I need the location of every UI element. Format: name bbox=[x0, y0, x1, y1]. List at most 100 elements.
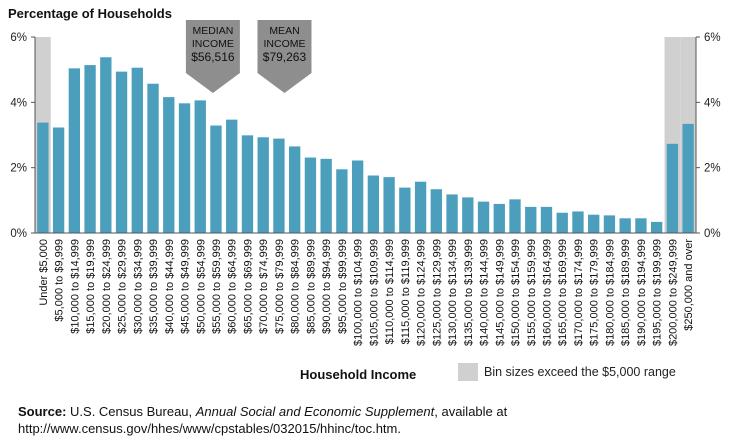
source-publication: Annual Social and Economic Supplement bbox=[195, 404, 435, 419]
x-tick-label: $25,000 to $29,999 bbox=[117, 239, 129, 334]
bar bbox=[414, 181, 427, 233]
source-text-after: , available at http://www.census.gov/hhe… bbox=[18, 404, 508, 436]
x-tick-label: $40,000 to $44,999 bbox=[164, 239, 176, 334]
x-tick-label: $45,000 to $49,999 bbox=[180, 239, 192, 334]
bar bbox=[194, 100, 206, 233]
x-tick-label: $145,000 to $149,999 bbox=[494, 239, 506, 346]
annotation-label: INCOME bbox=[192, 38, 234, 50]
bar bbox=[257, 137, 269, 233]
x-tick-label: $30,000 to $34,999 bbox=[132, 239, 144, 334]
annotation-value: $79,263 bbox=[263, 50, 307, 64]
x-tick-label: $95,000 to $99,999 bbox=[337, 239, 349, 334]
y-tick-label-right: 2% bbox=[704, 163, 721, 175]
bar bbox=[351, 160, 364, 233]
bar bbox=[273, 138, 285, 233]
x-tick-label: $55,000 to $59,999 bbox=[211, 239, 223, 334]
bar bbox=[383, 177, 395, 233]
bar bbox=[131, 67, 143, 233]
y-tick-label-right: 4% bbox=[704, 97, 721, 109]
chart-title: Percentage of Households bbox=[8, 6, 172, 21]
bar bbox=[320, 158, 332, 233]
x-tick-label: $250,000 and over bbox=[683, 239, 695, 331]
x-tick-label: $20,000 to $24,999 bbox=[101, 239, 113, 334]
x-tick-label: $80,000 to $84,999 bbox=[290, 239, 302, 334]
bar bbox=[493, 203, 505, 233]
legend-swatch bbox=[458, 363, 478, 381]
x-tick-label: $200,000 to $249,999 bbox=[667, 239, 679, 346]
x-tick-label: $70,000 to $74,999 bbox=[258, 239, 270, 334]
x-tick-label: $155,000 to $159,999 bbox=[526, 239, 538, 346]
bar bbox=[147, 83, 159, 233]
bar bbox=[666, 143, 679, 233]
x-tick-label: $130,000 to $134,999 bbox=[447, 239, 459, 346]
bar bbox=[446, 194, 458, 233]
bar bbox=[509, 199, 521, 233]
bar bbox=[477, 201, 490, 233]
annotation-value: $56,516 bbox=[191, 50, 235, 64]
y-tick-label-left: 4% bbox=[10, 97, 27, 109]
bar bbox=[525, 206, 537, 233]
x-tick-label: $195,000 to $199,999 bbox=[652, 239, 664, 346]
x-tick-label: $180,000 to $184,999 bbox=[604, 239, 616, 346]
x-tick-label: $105,000 to $109,999 bbox=[368, 239, 380, 346]
x-tick-label: $50,000 to $54,999 bbox=[195, 239, 207, 334]
bar bbox=[52, 127, 65, 233]
bar bbox=[603, 215, 616, 233]
y-tick-label-left: 0% bbox=[10, 228, 27, 240]
bar bbox=[241, 135, 254, 233]
annotation-arrow bbox=[257, 20, 312, 93]
x-tick-label: $15,000 to $19,999 bbox=[85, 239, 97, 334]
x-tick-label: $190,000 to $194,999 bbox=[636, 239, 648, 346]
bar bbox=[163, 97, 175, 234]
x-tick-label: $185,000 to $189,999 bbox=[620, 239, 632, 346]
legend: Bin sizes exceed the $5,000 range bbox=[458, 363, 676, 381]
x-tick-label: $65,000 to $69,999 bbox=[242, 239, 254, 334]
source-note: Source: U.S. Census Bureau, Annual Socia… bbox=[18, 403, 718, 437]
bar-series bbox=[37, 57, 694, 234]
x-tick-label: $175,000 to $179,999 bbox=[589, 239, 601, 346]
annotation-label: INCOME bbox=[263, 38, 305, 50]
y-tick-label-left: 6% bbox=[10, 32, 27, 44]
x-tick-label: $135,000 to $139,999 bbox=[463, 239, 475, 346]
x-tick-label: $10,000 to $14,999 bbox=[69, 239, 81, 334]
bar bbox=[304, 157, 317, 233]
x-tick-label: $75,000 to $79,999 bbox=[274, 239, 286, 334]
x-tick-label: $165,000 to $169,999 bbox=[557, 239, 569, 346]
bar bbox=[540, 206, 553, 233]
x-tick-label: $110,000 to $114,999 bbox=[384, 239, 396, 344]
x-tick-label: $150,000 to $154,999 bbox=[510, 239, 522, 346]
bar bbox=[100, 57, 112, 234]
bar bbox=[115, 71, 128, 233]
annotation-arrow bbox=[185, 20, 240, 93]
y-tick-label-right: 0% bbox=[704, 228, 721, 240]
bar bbox=[178, 103, 191, 234]
bar bbox=[68, 68, 81, 233]
bar bbox=[84, 65, 96, 234]
x-tick-label: $120,000 to $124,999 bbox=[416, 239, 428, 346]
x-tick-label: $140,000 to $144,999 bbox=[479, 239, 491, 346]
annotation-label: MEAN bbox=[269, 25, 299, 37]
x-tick-label: $160,000 to $164,999 bbox=[541, 239, 553, 346]
x-tick-label: Under $5,000 bbox=[38, 239, 50, 306]
x-tick-label: $90,000 to $94,999 bbox=[321, 239, 333, 334]
source-label: Source: bbox=[18, 404, 67, 419]
bar bbox=[635, 218, 647, 233]
bar bbox=[37, 122, 49, 233]
bar bbox=[336, 169, 348, 233]
y-tick-labels: 0% 0% 2% 2% 4% 4% 6% 6% bbox=[10, 32, 720, 240]
x-tick-labels: Under $5,000 $5,000 to $9,999 $10,000 to $… bbox=[38, 239, 695, 346]
bar bbox=[367, 175, 380, 233]
x-tick-label: $125,000 to $129,999 bbox=[431, 239, 443, 346]
bar bbox=[289, 146, 301, 233]
bar bbox=[619, 218, 631, 233]
x-tick-label: $35,000 to $39,999 bbox=[148, 239, 160, 334]
x-tick-label: $100,000 to $104,999 bbox=[353, 239, 365, 346]
x-tick-label: $5,000 to $9,999 bbox=[54, 239, 66, 322]
y-tick-label-right: 6% bbox=[704, 32, 721, 44]
bar bbox=[226, 119, 238, 233]
bar bbox=[572, 211, 584, 233]
